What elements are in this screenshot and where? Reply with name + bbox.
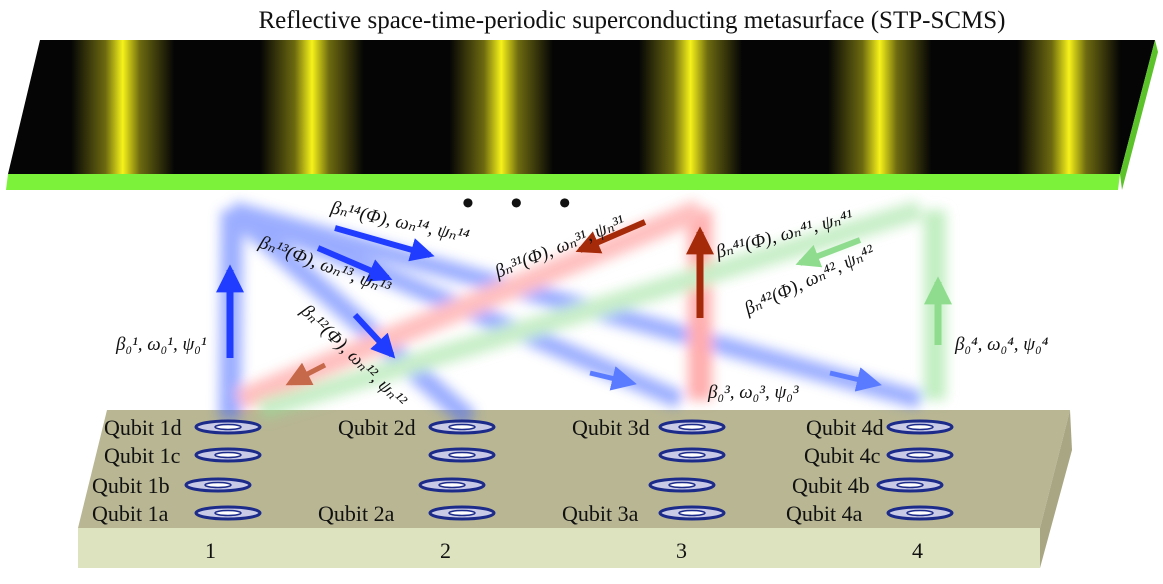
arrow-12	[352, 312, 396, 359]
diagram-title: Reflective space-time-periodic supercond…	[259, 7, 1006, 34]
qubit-label: Qubit 3d	[572, 415, 650, 440]
qubit-2b	[418, 477, 486, 493]
qubit-2c	[428, 447, 496, 463]
arrow-41	[795, 237, 862, 268]
qubit-label: Qubit 1b	[92, 473, 170, 498]
board-top	[78, 410, 1070, 528]
arrow-14-end	[829, 367, 882, 392]
qubit-label: Qubit 4d	[806, 415, 884, 440]
arrows	[216, 219, 952, 392]
qubit-3a	[658, 505, 726, 521]
formula-q1: β₀¹, ω₀¹, ψ₀¹	[115, 334, 207, 355]
qubit-1d	[194, 419, 262, 435]
qubit-core-icon	[678, 423, 706, 431]
column-number: 4	[912, 538, 923, 563]
qubit-3c	[658, 447, 726, 463]
qubit-core-icon	[678, 509, 706, 517]
qubit-core-icon	[906, 509, 934, 517]
ellipsis: • • •	[462, 185, 585, 222]
metasurface-panel	[8, 40, 1155, 174]
qubit-label: Qubit 2d	[338, 415, 416, 440]
qubit-core-icon	[448, 451, 476, 459]
qubit-4b	[876, 477, 944, 493]
qubit-label: Qubit 1a	[92, 501, 169, 526]
qubit-core-icon	[668, 481, 696, 489]
arrow-31	[575, 219, 647, 254]
qubit-3d	[658, 419, 726, 435]
formula-q3: β₀³, ω₀³, ψ₀³	[707, 382, 799, 403]
qubit-4a	[886, 505, 954, 521]
qubit-1a	[194, 505, 262, 521]
arrow-14	[334, 225, 435, 262]
qubit-core-icon	[214, 451, 242, 459]
qubit-2d	[428, 419, 496, 435]
arrow-13	[316, 245, 393, 282]
qubit-core-icon	[906, 423, 934, 431]
board-side	[1040, 410, 1072, 568]
qubit-core-icon	[204, 481, 232, 489]
qubit-1c	[194, 447, 262, 463]
board-front	[78, 528, 1040, 568]
qubit-1b	[184, 477, 252, 493]
qubit-core-icon	[448, 423, 476, 431]
qubit-core-icon	[448, 509, 476, 517]
column-number: 2	[440, 538, 451, 563]
qubit-core-icon	[214, 509, 242, 517]
metasurface-edge	[6, 174, 1120, 190]
qubit-label: Qubit 4b	[792, 473, 870, 498]
arrow-13-end	[589, 366, 637, 391]
qubit-4d	[886, 419, 954, 435]
qubit-core-icon	[678, 451, 706, 459]
qubit-label: Qubit 2a	[318, 501, 395, 526]
qubit-board	[78, 410, 1072, 568]
qubit-4c	[886, 447, 954, 463]
qubit-layer: Qubit 1d Qubit 1c Qubit 1b Qubit 1a 1 Qubit 2…	[92, 415, 954, 563]
qubit-label: Qubit 1c	[104, 443, 181, 468]
metasurface	[6, 40, 1158, 190]
qubit-label: Qubit 3a	[562, 501, 639, 526]
column-number: 3	[676, 538, 687, 563]
qubit-core-icon	[438, 481, 466, 489]
qubit-label: Qubit 4a	[786, 501, 863, 526]
qubit-core-icon	[214, 423, 242, 431]
qubit-label: Qubit 1d	[104, 415, 182, 440]
qubit-label: Qubit 4c	[804, 443, 881, 468]
formula-q4: β₀⁴, ω₀⁴, ψ₀⁴	[954, 334, 1049, 355]
qubit-2a	[428, 505, 496, 521]
qubit-core-icon	[896, 481, 924, 489]
qubit-3b	[648, 477, 716, 493]
arrow-31-end	[285, 362, 327, 386]
qubit-core-icon	[906, 451, 934, 459]
column-number: 1	[205, 538, 216, 563]
